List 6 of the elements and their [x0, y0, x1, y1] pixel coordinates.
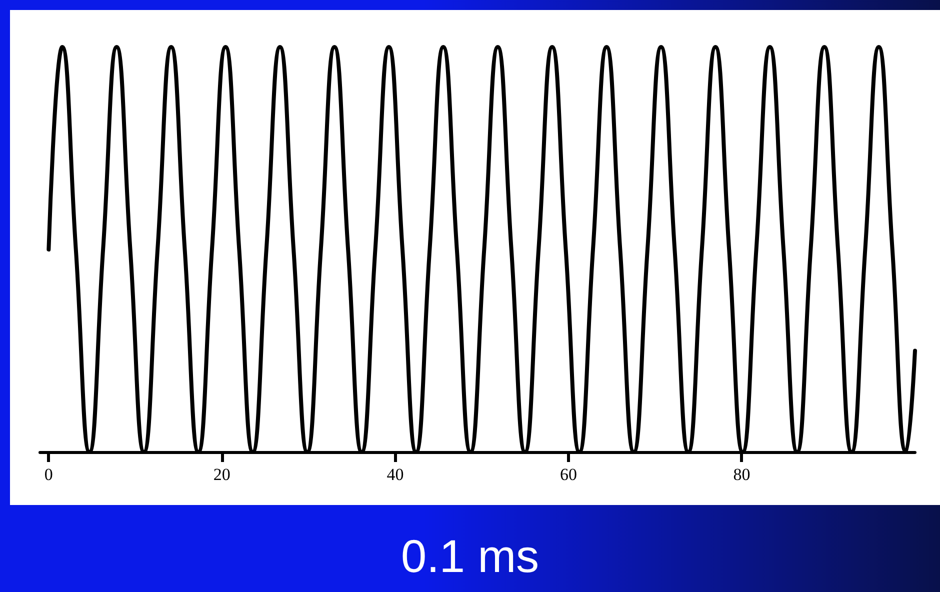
- x-tick-label: 60: [560, 465, 577, 484]
- text: 0.1 ms: [400, 530, 540, 582]
- x-tick-label: 0: [44, 465, 53, 484]
- x-tick-label: 80: [733, 465, 750, 484]
- x-tick-label: 20: [213, 465, 230, 484]
- x-tick-label: 40: [386, 465, 404, 484]
